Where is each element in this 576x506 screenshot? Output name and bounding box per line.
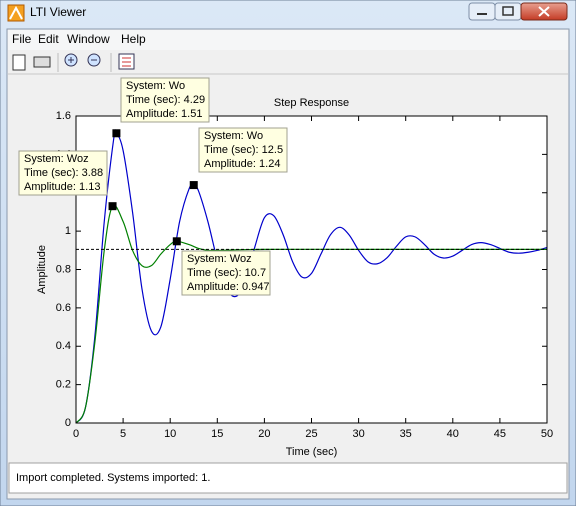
x-tick-label: 50 (541, 428, 553, 440)
y-axis-label: Amplitude (36, 245, 48, 294)
x-tick-label: 45 (494, 428, 506, 440)
y-tick-label: 0.2 (56, 379, 71, 391)
datatip-marker[interactable] (108, 202, 117, 211)
new-icon[interactable] (12, 54, 26, 71)
datatip-marker[interactable] (112, 129, 121, 138)
datatip-text: Time (sec): 12.5 (204, 144, 283, 156)
maximize-button[interactable] (494, 2, 522, 21)
menu-item[interactable]: Edit (38, 32, 59, 46)
y-tick-label: 0.8 (56, 263, 71, 275)
datatip-text: System: Wo (126, 80, 185, 92)
plot-config-glyph (122, 57, 131, 67)
x-tick-label: 20 (258, 428, 270, 440)
datatip-text: Amplitude: 1.24 (204, 158, 280, 170)
menu-item[interactable]: Help (121, 32, 146, 46)
print-icon[interactable] (33, 56, 51, 68)
axes-box (75, 115, 548, 424)
axes-background (76, 116, 547, 423)
datatip-text: Time (sec): 10.7 (187, 267, 266, 279)
y-tick-label: 1 (65, 225, 71, 237)
datatip-box (198, 127, 288, 173)
x-tick-label: 10 (164, 428, 176, 440)
x-tick-label: 0 (73, 428, 79, 440)
status-text: Import completed. Systems imported: 1. (16, 472, 210, 484)
y-tick-label: 0 (65, 417, 71, 429)
datatip-marker[interactable] (172, 237, 181, 246)
datatip-marker[interactable] (189, 181, 198, 190)
window-title: LTI Viewer (30, 5, 86, 19)
zoom-in-glyph (68, 57, 74, 63)
chart-title: Step Response (274, 97, 349, 109)
datatip-text: Amplitude: 0.947 (187, 281, 270, 293)
datatip-text: System: Woz (24, 153, 89, 165)
maximize-glyph (502, 6, 514, 16)
x-axis-label: Time (sec) (286, 446, 338, 458)
x-tick-label: 25 (305, 428, 317, 440)
status-bar (8, 462, 568, 494)
menu-bar (8, 30, 568, 50)
y-tick-label: 0.4 (56, 340, 71, 352)
datatip-text: Time (sec): 4.29 (126, 94, 205, 106)
app-icon-glyph (9, 5, 23, 20)
datatip-text: System: Woz (187, 253, 252, 265)
datatip-text: Amplitude: 1.51 (126, 108, 202, 120)
x-tick-label: 30 (352, 428, 364, 440)
minimize-button[interactable] (468, 2, 496, 21)
x-tick-label: 40 (447, 428, 459, 440)
menu-item[interactable]: Window (67, 32, 110, 46)
datatip-text: System: Wo (204, 130, 263, 142)
x-tick-label: 35 (400, 428, 412, 440)
x-tick-label: 5 (120, 428, 126, 440)
toolbar (12, 53, 135, 72)
x-tick-label: 15 (211, 428, 223, 440)
y-tick-label: 1.6 (56, 110, 71, 122)
y-tick-label: 0.6 (56, 302, 71, 314)
datatip-box (181, 250, 271, 296)
datatip-text: Amplitude: 1.13 (24, 181, 100, 193)
menu-item[interactable]: File (12, 32, 32, 46)
datatip-box (120, 77, 210, 123)
close-glyph (538, 6, 550, 17)
datatip-box (18, 150, 108, 196)
datatip-text: Time (sec): 3.88 (24, 167, 103, 179)
